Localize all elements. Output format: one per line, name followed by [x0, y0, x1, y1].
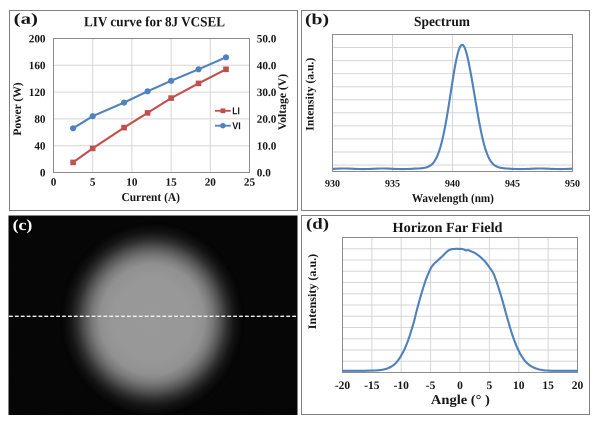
svg-text:Power (W): Power (W) — [10, 82, 24, 135]
svg-text:0.0: 0.0 — [257, 167, 271, 179]
svg-text:Spectrum: Spectrum — [414, 15, 470, 30]
svg-text:200: 200 — [29, 33, 46, 45]
svg-text:950: 950 — [565, 179, 580, 190]
svg-text:40.0: 40.0 — [257, 60, 277, 72]
svg-text:-10: -10 — [394, 380, 410, 392]
svg-text:15: 15 — [166, 177, 178, 189]
svg-text:Voltage (V): Voltage (V) — [275, 74, 289, 130]
svg-text:5: 5 — [487, 380, 493, 392]
svg-text:VI: VI — [232, 121, 241, 132]
svg-text:(b): (b) — [305, 11, 329, 28]
svg-text:10.0: 10.0 — [257, 141, 277, 153]
svg-text:940: 940 — [445, 179, 460, 190]
svg-text:-15: -15 — [364, 380, 380, 392]
svg-text:40: 40 — [34, 141, 46, 153]
svg-text:15: 15 — [542, 380, 554, 392]
svg-text:20: 20 — [205, 177, 217, 189]
svg-text:(d): (d) — [306, 216, 329, 233]
svg-text:10: 10 — [513, 380, 525, 392]
svg-text:Intensity (a.u.): Intensity (a.u.) — [303, 58, 317, 131]
svg-text:LI: LI — [232, 106, 240, 117]
svg-text:Intensity (a.u.): Intensity (a.u.) — [305, 254, 319, 329]
svg-text:0: 0 — [457, 380, 463, 392]
svg-text:-5: -5 — [426, 380, 436, 392]
svg-text:0: 0 — [51, 177, 57, 189]
svg-text:Angle (° ): Angle (° ) — [431, 392, 490, 407]
svg-text:0: 0 — [40, 167, 46, 179]
svg-text:30.0: 30.0 — [257, 87, 277, 99]
svg-text:160: 160 — [29, 60, 46, 72]
svg-text:Wavelength (nm): Wavelength (nm) — [412, 191, 494, 205]
svg-text:LIV curve for 8J VCSEL: LIV curve for 8J VCSEL — [84, 15, 225, 30]
svg-text:-20: -20 — [335, 380, 351, 392]
svg-text:(a): (a) — [14, 11, 38, 28]
svg-text:120: 120 — [29, 87, 46, 99]
svg-text:50.0: 50.0 — [257, 33, 277, 45]
svg-text:5: 5 — [90, 177, 96, 189]
svg-text:935: 935 — [385, 179, 400, 190]
svg-text:10: 10 — [126, 177, 138, 189]
svg-text:Current (A): Current (A) — [121, 190, 180, 204]
svg-text:Horizon Far Field: Horizon Far Field — [392, 221, 502, 236]
svg-text:20: 20 — [572, 380, 584, 392]
svg-text:(c): (c) — [13, 217, 33, 234]
svg-text:945: 945 — [505, 179, 520, 190]
svg-text:25: 25 — [244, 177, 256, 189]
svg-text:930: 930 — [325, 179, 340, 190]
svg-text:80: 80 — [34, 114, 46, 126]
svg-text:20.0: 20.0 — [257, 114, 277, 126]
